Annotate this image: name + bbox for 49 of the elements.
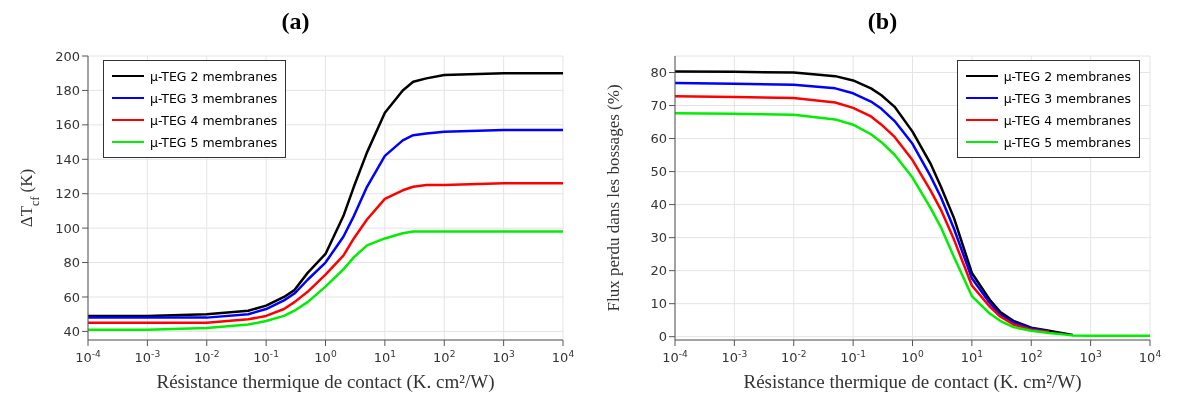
x-tick-label: 10$^{1}$ (373, 349, 397, 365)
x-tick-label: 10$^{0}$ (901, 349, 924, 365)
x-tick-label: 10$^{0}$ (314, 349, 337, 365)
legend-label: µ-TEG 2 membranes (150, 68, 278, 84)
y-tick-label: 140 (55, 151, 80, 167)
legend-label: µ-TEG 5 membranes (1003, 134, 1131, 150)
chart-title: (a) (280, 8, 311, 36)
x-tick-label: 10$^{3}$ (492, 349, 515, 365)
y-tick-label: 80 (63, 255, 80, 271)
x-axis-title: Résistance thermique de contact (K. cm²/W) (156, 371, 495, 393)
y-axis-title: Flux perdu dans les bossages (%) (604, 84, 623, 312)
x-tick-label: 10$^{-4}$ (75, 349, 102, 365)
x-tick-label: 10$^{2}$ (433, 349, 456, 365)
x-tick-label: 10$^{4}$ (1138, 349, 1162, 365)
x-tick-label: 10$^{1}$ (960, 349, 984, 365)
x-tick-label: 10$^{4}$ (551, 349, 575, 365)
y-tick-label: 20 (650, 263, 667, 279)
legend-label: µ-TEG 5 membranes (150, 134, 278, 150)
y-tick-label: 100 (55, 220, 80, 236)
y-tick-label: 50 (650, 164, 667, 180)
x-tick-label: 10$^{-3}$ (721, 349, 748, 365)
y-tick-label: 160 (55, 117, 80, 133)
y-tick-label: 60 (650, 131, 667, 147)
legend-label: µ-TEG 3 membranes (150, 90, 278, 106)
y-tick-label: 10 (650, 296, 667, 312)
y-tick-label: 0 (658, 329, 667, 345)
chart-title: (b) (866, 8, 899, 36)
legend-label: µ-TEG 3 membranes (1003, 90, 1131, 106)
x-tick-label: 10$^{-2}$ (780, 349, 807, 365)
y-tick-label: 200 (55, 48, 80, 64)
y-tick-label: 70 (650, 98, 667, 114)
legend-label: µ-TEG 4 membranes (1003, 112, 1131, 128)
x-tick-label: 10$^{3}$ (1079, 349, 1102, 365)
x-tick-label: 10$^{-3}$ (134, 349, 161, 365)
legend-label: µ-TEG 4 membranes (150, 112, 278, 128)
x-tick-label: 10$^{-2}$ (193, 349, 220, 365)
x-axis-title: Résistance thermique de contact (K. cm²/W) (743, 371, 1082, 393)
y-tick-label: 30 (650, 230, 667, 246)
y-tick-label: 80 (650, 65, 667, 81)
x-tick-label: 10$^{2}$ (1020, 349, 1043, 365)
y-tick-label: 60 (63, 289, 80, 305)
x-tick-label: 10$^{-1}$ (253, 349, 279, 365)
y-tick-label: 180 (55, 83, 80, 99)
legend-label: µ-TEG 2 membranes (1003, 68, 1131, 84)
x-tick-label: 10$^{-4}$ (662, 349, 689, 365)
y-tick-label: 40 (63, 324, 80, 340)
y-tick-label: 40 (650, 197, 667, 213)
y-tick-label: 120 (55, 186, 80, 202)
x-tick-label: 10$^{-1}$ (840, 349, 866, 365)
